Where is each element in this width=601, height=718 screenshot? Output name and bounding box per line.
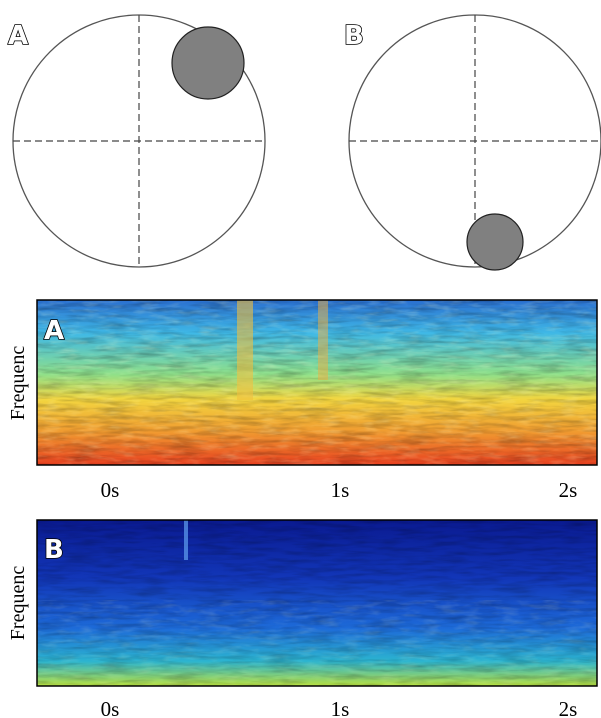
panel-label: A: [8, 21, 28, 51]
panel-label: B: [44, 535, 64, 565]
spectrogram-a: A Frequenc 0s 1s 2s: [7, 300, 597, 502]
y-axis-label: Frequenc: [7, 346, 29, 421]
transient: [237, 300, 253, 400]
y-axis-label: Frequenc: [7, 566, 29, 641]
panel-label: A: [44, 316, 64, 346]
source-disc: [467, 214, 523, 270]
transient: [318, 300, 328, 380]
x-tick-label: 1s: [331, 697, 350, 718]
x-tick-label: 0s: [101, 697, 120, 718]
transient: [184, 520, 188, 560]
x-tick-label: 1s: [331, 478, 350, 502]
spectrogram-b: B Frequenc 0s 1s 2s: [7, 520, 597, 718]
x-tick-label: 2s: [559, 697, 578, 718]
spectrogram-texture: [37, 600, 597, 686]
x-tick-label: 2s: [559, 478, 578, 502]
spectrogram-texture: [37, 300, 597, 465]
circle-panel-a: A: [8, 15, 265, 267]
panel-label: B: [344, 21, 364, 51]
source-disc: [172, 27, 244, 99]
circle-panel-b: B: [344, 15, 601, 270]
x-tick-label: 0s: [101, 478, 120, 502]
figure: A B A Frequenc 0s 1s 2s B Frequenc 0s 1s…: [0, 0, 601, 718]
